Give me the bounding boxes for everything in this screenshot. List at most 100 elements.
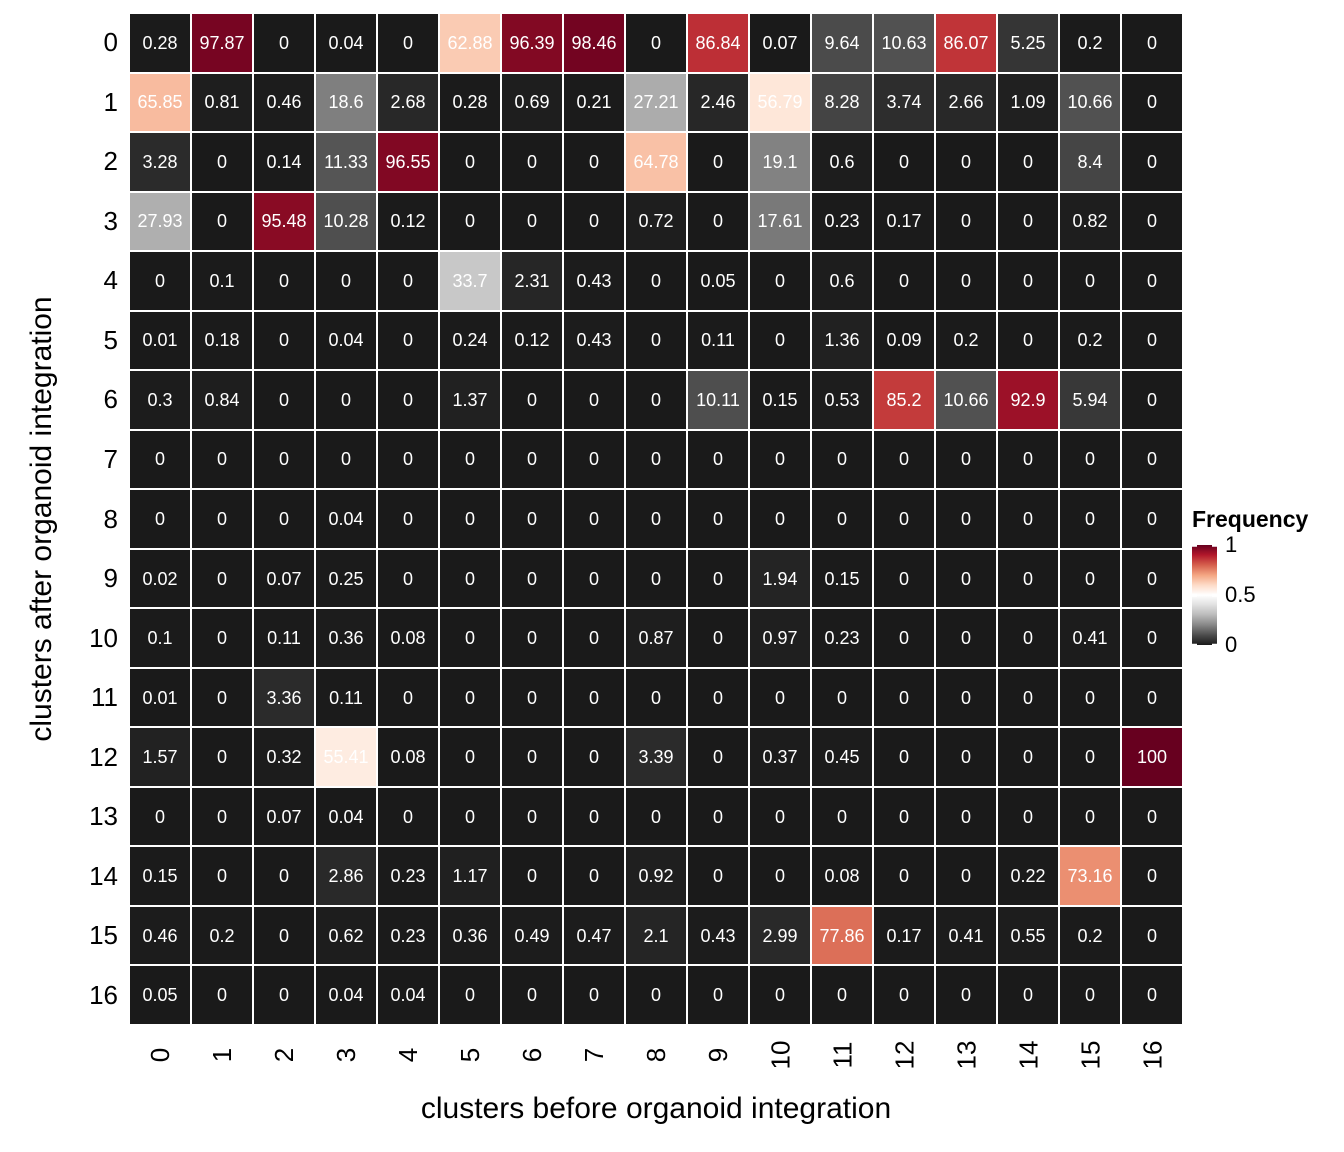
heatmap-cell-y9-x2: 0.07	[254, 549, 314, 608]
heatmap-cell-y16-x16: 0	[1122, 966, 1182, 1024]
x-axis-label-cell-13: 13	[936, 1030, 996, 1082]
heatmap-cell-y5-x6: 0.12	[502, 311, 562, 370]
x-axis-label-0: 0	[145, 1047, 175, 1063]
heatmap-cell-y15-x9: 0.43	[688, 906, 748, 965]
heatmap-cell-y1-x0: 65.85	[130, 73, 190, 132]
y-axis-label-1: 1	[103, 86, 118, 117]
heatmap-cell-y16-x9: 0	[688, 966, 748, 1024]
heatmap-cell-y6-x16: 0	[1122, 371, 1182, 429]
legend-colorbar-wrap: 1 0.5 0	[1192, 534, 1256, 656]
heatmap-cell-y4-x8: 0	[626, 252, 686, 310]
heatmap-cell-y3-x15: 0.82	[1060, 192, 1120, 251]
heatmap-cell-y11-x9: 0	[688, 668, 748, 727]
heatmap-cell-y0-x5: 62.88	[440, 14, 500, 72]
heatmap-cell-y2-x14: 0	[998, 133, 1058, 191]
heatmap-cell-y0-x15: 0.2	[1060, 14, 1120, 72]
legend-tick-mark	[1212, 643, 1217, 647]
heatmap-cell-y15-x1: 0.2	[192, 906, 252, 965]
heatmap-cell-y12-x16: 100	[1122, 728, 1182, 786]
heatmap-cell-y10-x8: 0.87	[626, 609, 686, 667]
heatmap-cell-y5-x13: 0.2	[936, 311, 996, 370]
heatmap-cell-y5-x5: 0.24	[440, 311, 500, 370]
heatmap-cell-y8-x15: 0	[1060, 490, 1120, 548]
y-axis-label-11: 11	[91, 682, 118, 713]
heatmap-cell-y13-x4: 0	[378, 787, 438, 846]
heatmap-cell-y13-x15: 0	[1060, 787, 1120, 846]
heatmap-cell-y9-x8: 0	[626, 549, 686, 608]
heatmap-cell-y0-x8: 0	[626, 14, 686, 72]
x-axis-label-4: 4	[393, 1047, 423, 1063]
heatmap-cell-y9-x0: 0.02	[130, 549, 190, 608]
heatmap-cell-y11-x15: 0	[1060, 668, 1120, 727]
heatmap-cell-y7-x7: 0	[564, 430, 624, 489]
heatmap-cell-y1-x8: 27.21	[626, 73, 686, 132]
heatmap-cell-y14-x8: 0.92	[626, 847, 686, 905]
y-axis-label-16: 16	[89, 979, 118, 1010]
y-axis-title: clusters after organoid integration	[25, 296, 58, 742]
heatmap-cell-y8-x5: 0	[440, 490, 500, 548]
y-axis-label-13: 13	[89, 801, 118, 832]
heatmap-cell-y16-x13: 0	[936, 966, 996, 1024]
x-axis-label-1: 1	[207, 1047, 237, 1063]
heatmap-cell-y7-x6: 0	[502, 430, 562, 489]
heatmap-cell-y11-x8: 0	[626, 668, 686, 727]
heatmap-cell-y14-x5: 1.17	[440, 847, 500, 905]
heatmap-cell-y6-x15: 5.94	[1060, 371, 1120, 429]
heatmap-cell-y10-x11: 0.23	[812, 609, 872, 667]
heatmap-cell-y9-x3: 0.25	[316, 549, 376, 608]
heatmap-cell-y0-x10: 0.07	[750, 14, 810, 72]
heatmap-cell-y5-x7: 0.43	[564, 311, 624, 370]
heatmap-cell-y7-x1: 0	[192, 430, 252, 489]
heatmap-cell-y8-x9: 0	[688, 490, 748, 548]
heatmap-cell-y5-x0: 0.01	[130, 311, 190, 370]
heatmap-cell-y6-x7: 0	[564, 371, 624, 429]
heatmap-cell-y13-x0: 0	[130, 787, 190, 846]
heatmap-cell-y12-x5: 0	[440, 728, 500, 786]
heatmap-cell-y12-x14: 0	[998, 728, 1058, 786]
heatmap-cell-y16-x8: 0	[626, 966, 686, 1024]
y-axis-label-2: 2	[103, 146, 118, 177]
heatmap-cell-y4-x13: 0	[936, 252, 996, 310]
x-axis-labels: 0 1 2 3 4 5 6 7 8 9 10 11 12 13 14 15 16	[130, 1030, 1182, 1082]
heatmap-cell-y7-x11: 0	[812, 430, 872, 489]
heatmap-cell-y12-x4: 0.08	[378, 728, 438, 786]
heatmap-cell-y1-x1: 0.81	[192, 73, 252, 132]
heatmap-cell-y11-x3: 0.11	[316, 668, 376, 727]
heatmap-cell-y15-x13: 0.41	[936, 906, 996, 965]
heatmap-cell-y12-x10: 0.37	[750, 728, 810, 786]
x-axis-label-7: 7	[579, 1047, 609, 1063]
heatmap-cell-y4-x9: 0.05	[688, 252, 748, 310]
heatmap-cell-y5-x16: 0	[1122, 311, 1182, 370]
heatmap-cell-y4-x3: 0	[316, 252, 376, 310]
heatmap-cell-y8-x12: 0	[874, 490, 934, 548]
heatmap-cell-y3-x16: 0	[1122, 192, 1182, 251]
heatmap-cell-y5-x2: 0	[254, 311, 314, 370]
heatmap-cell-y2-x3: 11.33	[316, 133, 376, 191]
heatmap-cell-y13-x6: 0	[502, 787, 562, 846]
heatmap-cell-y9-x4: 0	[378, 549, 438, 608]
heatmap-cell-y8-x13: 0	[936, 490, 996, 548]
x-axis-label-6: 6	[517, 1047, 547, 1063]
heatmap-cell-y16-x4: 0.04	[378, 966, 438, 1024]
heatmap-cell-y0-x13: 86.07	[936, 14, 996, 72]
heatmap-cell-y7-x9: 0	[688, 430, 748, 489]
heatmap-cell-y10-x4: 0.08	[378, 609, 438, 667]
heatmap-cell-y11-x6: 0	[502, 668, 562, 727]
heatmap-cell-y5-x3: 0.04	[316, 311, 376, 370]
x-axis-label-13: 13	[950, 1040, 981, 1070]
heatmap-cell-y9-x14: 0	[998, 549, 1058, 608]
heatmap-cell-y4-x11: 0.6	[812, 252, 872, 310]
heatmap-cell-y2-x2: 0.14	[254, 133, 314, 191]
heatmap-cell-y7-x13: 0	[936, 430, 996, 489]
heatmap-cell-y1-x10: 56.79	[750, 73, 810, 132]
x-axis-label-9: 9	[703, 1047, 733, 1063]
heatmap-cell-y12-x13: 0	[936, 728, 996, 786]
y-axis-label-9: 9	[103, 563, 118, 594]
heatmap-cell-y8-x11: 0	[812, 490, 872, 548]
heatmap-cell-y16-x1: 0	[192, 966, 252, 1024]
heatmap-cell-y4-x4: 0	[378, 252, 438, 310]
heatmap-cell-y0-x6: 96.39	[502, 14, 562, 72]
heatmap-cell-y14-x7: 0	[564, 847, 624, 905]
x-axis-label-12: 12	[888, 1040, 919, 1070]
heatmap-cell-y16-x6: 0	[502, 966, 562, 1024]
